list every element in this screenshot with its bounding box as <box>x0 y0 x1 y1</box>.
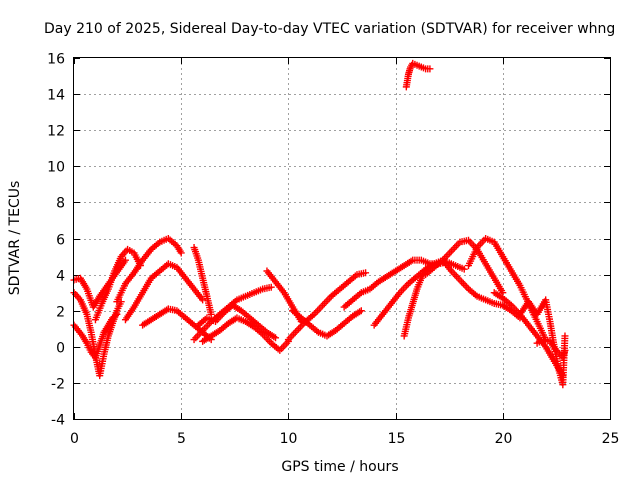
data-point <box>357 307 365 315</box>
y-tick-label: 14 <box>47 88 65 104</box>
y-tick-label: 6 <box>56 233 65 249</box>
chart-title: Day 210 of 2025, Sidereal Day-to-day VTE… <box>44 21 615 37</box>
data-point <box>199 296 207 304</box>
y-tick-label: 8 <box>56 196 65 212</box>
x-tick-label: 10 <box>280 431 298 447</box>
x-axis-label: GPS time / hours <box>281 459 398 475</box>
data-point <box>460 265 468 273</box>
data-point <box>121 256 129 264</box>
data-point <box>561 332 569 340</box>
y-tick-label: 10 <box>47 160 65 176</box>
data-point <box>267 283 275 291</box>
x-tick-label: 5 <box>177 431 186 447</box>
data-point <box>272 334 280 342</box>
y-axis-label: SDTVAR / TECUs <box>7 181 23 296</box>
x-tick-label: 15 <box>388 431 406 447</box>
data-point <box>426 65 434 73</box>
data-point <box>177 249 185 257</box>
x-tick-label: 20 <box>495 431 513 447</box>
x-tick-label: 0 <box>70 431 79 447</box>
axis-ticks: 0 5 10 15 20 25 -4 -2 0 2 4 6 8 10 12 14 16 <box>47 52 619 448</box>
y-tick-label: 12 <box>47 124 65 140</box>
plot-frame <box>73 57 611 420</box>
y-tick-label: 0 <box>56 341 65 357</box>
data-point <box>561 346 569 354</box>
y-tick-label: 4 <box>56 269 65 285</box>
y-tick-label: 16 <box>47 52 65 68</box>
y-tick-label: -2 <box>51 377 65 393</box>
y-tick-label: 2 <box>56 305 65 321</box>
x-tick-label: 25 <box>602 431 620 447</box>
data-points <box>70 59 569 389</box>
y-tick-label: -4 <box>51 413 65 429</box>
data-point <box>362 269 370 277</box>
grid <box>74 58 610 419</box>
